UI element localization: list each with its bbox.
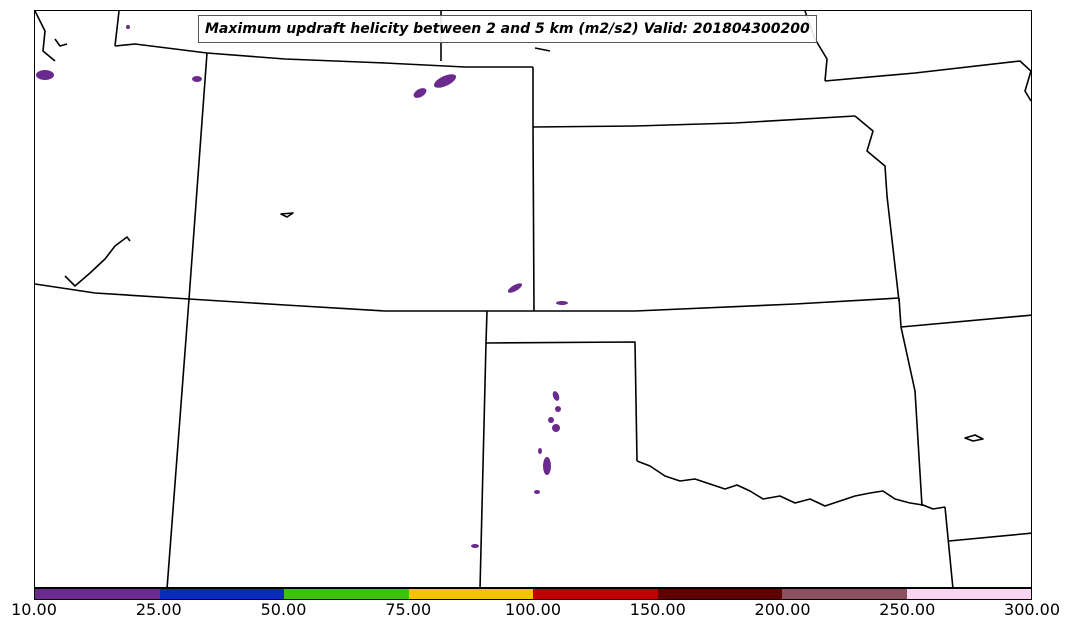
colorbar-segment: [159, 589, 284, 599]
red-river-border: [636, 460, 946, 510]
storm-cell: [538, 448, 542, 454]
storm-cell: [471, 544, 479, 548]
colorbar-tick-label: 150.00: [629, 600, 686, 619]
wy-co-west-border: [188, 52, 208, 300]
colorbar-segment: [906, 589, 1031, 599]
storm-cells: [36, 25, 568, 548]
co-nm-ks-ok-border: [35, 283, 900, 312]
ok-panhandle-border: [485, 310, 638, 462]
state-borders: [35, 11, 1031, 587]
az-nm-border: [166, 298, 190, 587]
map-panel: Maximum updraft helicity between 2 and 5…: [34, 10, 1032, 588]
storm-cell: [534, 490, 540, 494]
colorbar-tick-label: 10.00: [11, 600, 57, 619]
colorbar-tick-label: 250.00: [879, 600, 936, 619]
storm-cell: [552, 391, 560, 401]
ne-ks-border: [532, 115, 856, 128]
colorbar-tick-label: 75.00: [385, 600, 432, 619]
colorbar: [34, 588, 1032, 600]
storm-cell: [555, 406, 561, 412]
colorbar-segment: [533, 589, 658, 599]
storm-cell: [556, 301, 568, 305]
map-title: Maximum updraft helicity between 2 and 5…: [198, 15, 817, 43]
colorbar-segment: [284, 589, 409, 599]
colorbar-segment: [782, 589, 907, 599]
storm-cell: [433, 74, 457, 88]
storm-cell: [548, 417, 554, 423]
storm-cell: [507, 283, 523, 293]
nm-tx-border: [479, 342, 487, 587]
storm-cell: [36, 70, 54, 80]
map-canvas: [35, 11, 1031, 587]
colorbar-segment: [657, 589, 782, 599]
storm-cell: [543, 457, 551, 475]
ok-ar-border: [898, 297, 923, 507]
storm-cell: [552, 424, 560, 432]
colorbar-segment: [408, 589, 533, 599]
storm-cell: [126, 25, 130, 29]
wy-ne-northern-border: [114, 43, 533, 68]
colorbar-tick-label: 100.00: [505, 600, 561, 619]
co-ks-border: [532, 126, 535, 312]
colorbar-tick-label: 50.00: [260, 600, 307, 619]
colorbar-tick-label: 25.00: [135, 600, 182, 619]
colorbar-segment: [35, 589, 160, 599]
storm-cell: [192, 76, 202, 82]
storm-cell: [413, 88, 427, 98]
colorbar-tick-label: 300.00: [1004, 600, 1060, 619]
colorbar-tick-label: 200.00: [754, 600, 811, 619]
ks-mo-border: [854, 115, 900, 302]
